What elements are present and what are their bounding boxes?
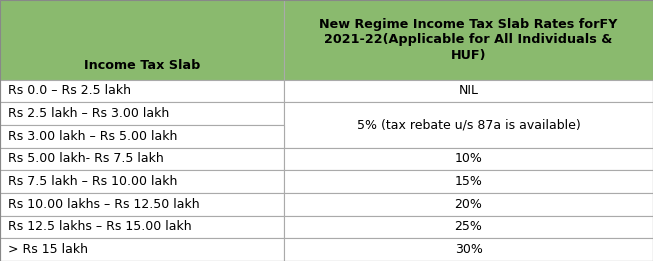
Text: New Regime Income Tax Slab Rates forFY
2021-22(Applicable for All Individuals &
: New Regime Income Tax Slab Rates forFY 2… xyxy=(319,18,618,62)
Text: 25%: 25% xyxy=(454,221,483,234)
Text: Rs 2.5 lakh – Rs 3.00 lakh: Rs 2.5 lakh – Rs 3.00 lakh xyxy=(8,107,169,120)
Bar xyxy=(0,193,284,216)
Bar xyxy=(284,216,653,238)
Bar xyxy=(284,148,653,170)
Text: 5% (tax rebate u/s 87a is available): 5% (tax rebate u/s 87a is available) xyxy=(357,118,581,132)
Bar xyxy=(0,80,284,102)
Bar xyxy=(0,125,284,148)
Bar xyxy=(284,170,653,193)
Text: Rs 5.00 lakh- Rs 7.5 lakh: Rs 5.00 lakh- Rs 7.5 lakh xyxy=(8,152,164,165)
Text: 30%: 30% xyxy=(454,243,483,256)
Text: Rs 0.0 – Rs 2.5 lakh: Rs 0.0 – Rs 2.5 lakh xyxy=(8,85,131,97)
Bar xyxy=(0,238,284,261)
Text: 20%: 20% xyxy=(454,198,483,211)
Bar xyxy=(284,80,653,102)
Bar xyxy=(284,238,653,261)
Bar xyxy=(284,0,653,80)
Text: 15%: 15% xyxy=(454,175,483,188)
Text: Rs 7.5 lakh – Rs 10.00 lakh: Rs 7.5 lakh – Rs 10.00 lakh xyxy=(8,175,177,188)
Bar xyxy=(284,102,653,148)
Text: NIL: NIL xyxy=(458,85,479,97)
Text: Rs 12.5 lakhs – Rs 15.00 lakh: Rs 12.5 lakhs – Rs 15.00 lakh xyxy=(8,221,191,234)
Text: Rs 3.00 lakh – Rs 5.00 lakh: Rs 3.00 lakh – Rs 5.00 lakh xyxy=(8,130,177,143)
Bar xyxy=(284,193,653,216)
Text: 10%: 10% xyxy=(454,152,483,165)
Text: > Rs 15 lakh: > Rs 15 lakh xyxy=(8,243,88,256)
Bar xyxy=(0,216,284,238)
Bar xyxy=(0,170,284,193)
Bar xyxy=(0,102,284,125)
Text: Rs 10.00 lakhs – Rs 12.50 lakh: Rs 10.00 lakhs – Rs 12.50 lakh xyxy=(8,198,199,211)
Bar xyxy=(0,0,284,80)
Text: Income Tax Slab: Income Tax Slab xyxy=(84,59,200,72)
Bar xyxy=(0,148,284,170)
